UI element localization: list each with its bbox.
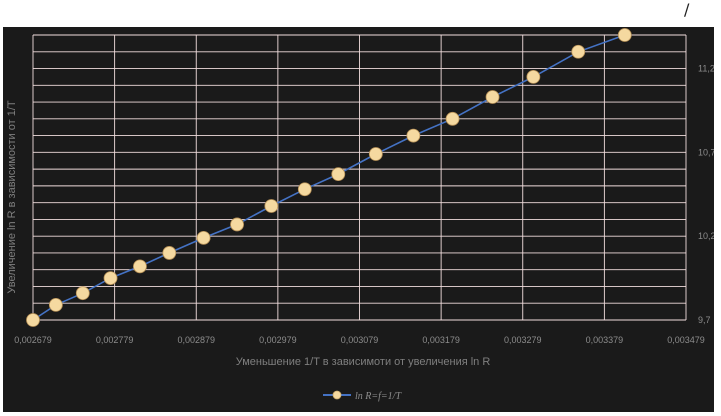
data-point [368, 147, 383, 161]
y-tick-label: 9,7 [698, 315, 711, 325]
x-tick-label: 0,003179 [422, 335, 460, 345]
x-tick-label: 0,002979 [259, 335, 297, 345]
data-point [485, 90, 500, 104]
data-point [406, 128, 421, 143]
data-point [264, 199, 279, 213]
x-tick-label: 0,003079 [341, 335, 379, 345]
data-point [75, 286, 90, 301]
x-tick-label: 0,002679 [14, 335, 52, 345]
legend-marker [332, 390, 342, 400]
data-point [617, 28, 632, 42]
data-point [331, 167, 346, 182]
data-point [48, 298, 63, 312]
data-point [133, 259, 147, 274]
tick-layer: 0,002679 0,002779 0,002879 0,002979 0,003079… [14, 64, 714, 345]
y-tick-label: 11,2 [698, 64, 714, 74]
data-point [297, 182, 312, 197]
grid-layer [32, 34, 687, 321]
data-point [526, 70, 541, 84]
chart-svg: 0,002679 0,002779 0,002879 0,002979 0,003079… [6, 28, 714, 402]
data-point [26, 313, 40, 327]
data-point [103, 271, 118, 285]
data-point [162, 246, 177, 260]
series-layer [26, 28, 632, 327]
corner-mark: / [684, 0, 690, 19]
data-point [196, 230, 211, 245]
y-axis-title: Увеличение ln R в зависимости от 1/T [6, 100, 18, 294]
data-point [571, 44, 586, 59]
y-tick-label: 10,7 [698, 147, 714, 157]
x-tick-label: 0,002779 [96, 335, 134, 345]
y-tick-label: 10,2 [698, 231, 714, 241]
x-tick-label: 0,003379 [586, 335, 624, 345]
x-tick-label: 0,002879 [177, 335, 215, 345]
data-point [445, 111, 460, 126]
x-axis-title: Уменьшение 1/T в зависимоти от увеличени… [236, 356, 491, 368]
x-tick-label: 0,003479 [667, 335, 705, 345]
legend-label: ln R=f=1/T [355, 391, 402, 402]
data-point [230, 217, 244, 232]
x-tick-label: 0,003279 [504, 335, 542, 345]
legend: ln R=f=1/T [323, 390, 402, 402]
chart-area: 0,002679 0,002779 0,002879 0,002979 0,003079… [3, 27, 714, 412]
